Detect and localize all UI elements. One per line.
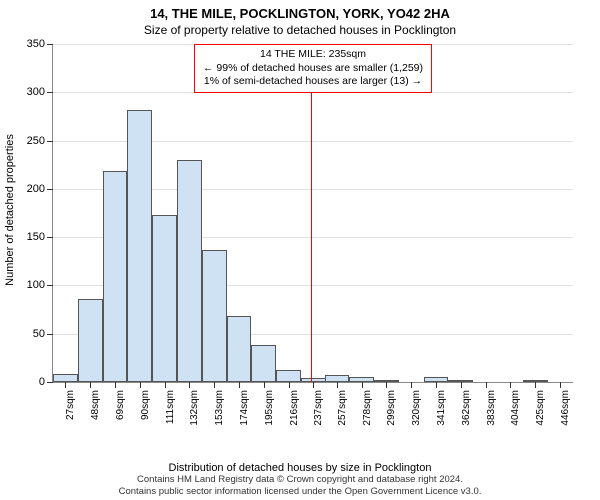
x-tick [264,382,265,388]
x-tick [140,382,141,388]
x-tick-label: 341sqm [436,390,447,426]
histogram-bar [103,171,128,382]
x-tick-label: 27sqm [65,390,76,420]
x-tick-label: 257sqm [337,390,348,426]
x-tick [214,382,215,388]
y-tick [47,92,53,93]
x-tick-label: 90sqm [140,390,151,420]
annotation-line-1: 14 THE MILE: 235sqm [260,48,366,60]
histogram-bar [325,375,350,382]
x-tick-label: 362sqm [461,390,472,426]
x-tick [535,382,536,388]
x-tick-label: 278sqm [362,390,373,426]
caption-line-2: Contains public sector information licen… [119,486,482,497]
x-tick-label: 132sqm [189,390,200,426]
x-tick [239,382,240,388]
x-tick-label: 195sqm [264,390,275,426]
x-tick [362,382,363,388]
histogram-bar [78,299,103,382]
annotation-line-3: 1% of semi-detached houses are larger (1… [204,75,422,87]
x-tick [165,382,166,388]
y-tick [47,382,53,383]
histogram-bar [53,374,78,382]
x-tick [337,382,338,388]
x-tick-label: 320sqm [411,390,422,426]
y-tick-label: 150 [27,231,45,243]
x-tick [486,382,487,388]
x-tick-label: 446sqm [560,390,571,426]
x-tick-label: 425sqm [535,390,546,426]
x-tick [189,382,190,388]
x-tick [386,382,387,388]
y-tick [47,237,53,238]
annotation-line-2: ← 99% of detached houses are smaller (1,… [203,62,423,74]
x-tick-label: 153sqm [214,390,225,426]
histogram-bar [202,250,227,382]
histogram-chart: 14, THE MILE, POCKLINGTON, YORK, YO42 2H… [0,0,600,500]
x-tick [461,382,462,388]
x-tick-label: 237sqm [313,390,324,426]
x-tick-label: 69sqm [115,390,126,420]
x-axis-label: Distribution of detached houses by size … [0,462,600,474]
histogram-bar [276,370,301,382]
x-tick-label: 383sqm [486,390,497,426]
caption-line-1: Contains HM Land Registry data © Crown c… [137,474,463,485]
x-tick [510,382,511,388]
reference-line [311,44,312,382]
y-tick [47,334,53,335]
y-tick-label: 50 [33,328,45,340]
histogram-bar [127,110,152,382]
y-tick [47,285,53,286]
y-tick-label: 200 [27,183,45,195]
x-tick [289,382,290,388]
y-tick [47,189,53,190]
y-tick [47,44,53,45]
x-tick [90,382,91,388]
histogram-bar [227,316,252,382]
y-tick-label: 300 [27,86,45,98]
x-tick-label: 48sqm [90,390,101,420]
x-tick-label: 404sqm [510,390,521,426]
x-tick-label: 174sqm [239,390,250,426]
x-tick [411,382,412,388]
x-tick-label: 216sqm [289,390,300,426]
x-tick [115,382,116,388]
x-tick-label: 111sqm [165,390,176,424]
y-tick [47,141,53,142]
y-tick-label: 100 [27,279,45,291]
y-axis-label: Number of detached properties [4,134,16,286]
caption: Contains HM Land Registry data © Crown c… [0,474,600,498]
annotation-box: 14 THE MILE: 235sqm ← 99% of detached hou… [194,44,432,93]
x-tick-label: 299sqm [386,390,397,426]
y-tick-label: 350 [27,38,45,50]
y-tick-label: 0 [39,376,45,388]
x-tick [65,382,66,388]
histogram-bar [177,160,202,382]
x-tick [313,382,314,388]
histogram-bar [251,345,276,382]
y-tick-label: 250 [27,135,45,147]
x-tick [560,382,561,388]
plot-area: 05010015020025030035027sqm48sqm69sqm90sq… [52,44,573,383]
x-tick [436,382,437,388]
chart-title: 14, THE MILE, POCKLINGTON, YORK, YO42 2H… [0,0,600,23]
histogram-bar [152,215,177,382]
chart-subtitle: Size of property relative to detached ho… [0,23,600,41]
